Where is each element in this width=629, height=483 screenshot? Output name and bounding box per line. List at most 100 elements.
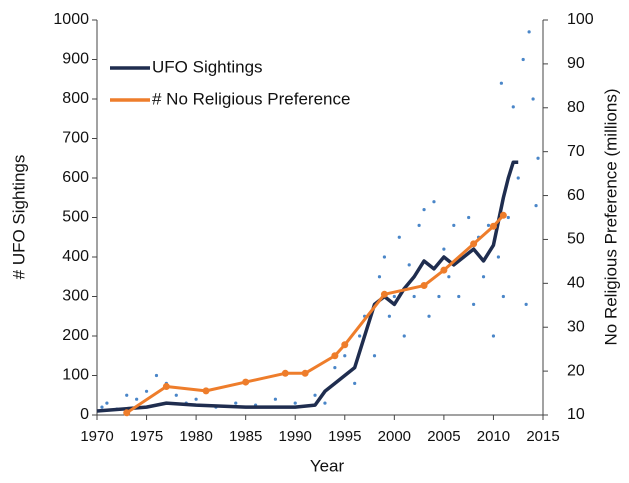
x-tick-label: 1975 (130, 428, 163, 445)
scatter-point (407, 263, 411, 267)
x-tick-label: 1985 (229, 428, 262, 445)
scatter-point (333, 366, 337, 370)
legend-label: UFO Sightings (152, 57, 263, 76)
y2-tick-label: 30 (567, 318, 585, 335)
x-tick-label: 2015 (526, 428, 559, 445)
y-tick-label: 900 (62, 51, 89, 68)
scatter-point (467, 215, 471, 220)
y-tick-label: 500 (62, 209, 89, 226)
scatter-point (392, 294, 396, 299)
line-marker (341, 341, 349, 349)
line-marker (331, 352, 339, 360)
scatter-point (486, 223, 491, 227)
line-marker (202, 387, 210, 395)
scatter-point (501, 294, 505, 299)
y2-axis-label: No Religious Preference (millions) (601, 89, 620, 346)
scatter-point (194, 397, 198, 401)
scatter-point (531, 97, 535, 101)
scatter-point (234, 401, 238, 405)
y2-tick-label: 20 (567, 362, 585, 379)
scatter-point (313, 393, 317, 397)
line-marker (123, 409, 131, 417)
scatter-point (506, 215, 510, 220)
x-axis-label: Year (310, 456, 345, 475)
line-marker (380, 290, 388, 298)
x-tick-label: 2010 (477, 428, 510, 445)
y2-tick-label: 50 (567, 231, 585, 248)
y2-tick-label: 70 (567, 143, 585, 160)
scatter-point (105, 401, 109, 405)
scatter-point (481, 275, 486, 279)
scatter-point (437, 294, 441, 299)
scatter-point (472, 302, 476, 306)
y-tick-label: 300 (62, 288, 89, 305)
y-tick-label: 0 (80, 406, 89, 423)
line-marker (281, 369, 289, 377)
scatter-point (353, 381, 357, 385)
scatter-point (144, 389, 149, 393)
legend-label: # No Religious Preference (152, 89, 350, 108)
y-tick-label: 700 (62, 130, 89, 147)
scatter-point (382, 255, 387, 259)
y2-tick-label: 80 (567, 99, 585, 116)
y2-tick-label: 100 (567, 11, 594, 28)
x-tick-label: 1980 (179, 428, 212, 445)
line-marker (420, 282, 428, 290)
scatter-point (125, 393, 129, 397)
scatter-point (527, 30, 531, 34)
x-tick-label: 1970 (80, 428, 113, 445)
y-tick-label: 1000 (53, 11, 89, 28)
scatter-point (343, 354, 347, 358)
y-tick-label: 600 (62, 169, 89, 186)
scatter-point (521, 57, 525, 62)
x-tick-label: 1990 (279, 428, 312, 445)
line-marker (301, 369, 309, 377)
scatter-point (402, 334, 406, 338)
scatter-point (174, 393, 178, 397)
scatter-point (358, 334, 362, 338)
line-marker (499, 211, 507, 219)
scatter-point (273, 397, 277, 401)
scatter-point (516, 176, 520, 180)
y2-tick-label: 60 (567, 187, 585, 204)
y-axis-label: # UFO Sightings (9, 155, 28, 280)
y-tick-label: 100 (62, 367, 89, 384)
scatter-point (293, 401, 297, 405)
scatter-point (499, 81, 503, 85)
scatter-point (427, 314, 431, 318)
y2-tick-label: 40 (567, 275, 585, 292)
scatter-point (511, 105, 515, 109)
scatter-point (154, 373, 159, 378)
scatter-point (372, 354, 377, 358)
scatter-point (397, 235, 401, 239)
scatter-point (377, 275, 382, 279)
scatter-point (534, 204, 538, 208)
scatter-point (100, 405, 104, 409)
y-tick-label: 400 (62, 248, 89, 265)
line-marker (440, 266, 448, 274)
y-tick-label: 800 (62, 90, 89, 107)
scatter-point (323, 401, 327, 405)
line (125, 214, 505, 415)
scatter-point (524, 302, 528, 306)
y2-tick-label: 10 (567, 406, 585, 423)
x-tick-label: 2005 (427, 428, 460, 445)
scatter-point (412, 294, 416, 299)
x-tick-label: 1995 (328, 428, 361, 445)
scatter-point (417, 223, 421, 227)
scatter-point (432, 200, 436, 204)
line (96, 160, 519, 413)
scatter-point (491, 334, 496, 338)
y2-tick-label: 90 (567, 55, 585, 72)
scatter-point (387, 314, 391, 318)
scatter-point (452, 223, 456, 227)
line-marker (489, 222, 497, 230)
x-tick-label: 2000 (378, 428, 411, 445)
scatter-point (496, 255, 500, 259)
line-marker (242, 378, 250, 386)
scatter-point (135, 397, 139, 401)
line-marker (162, 382, 170, 390)
scatter-point (447, 275, 451, 279)
scatter-point (536, 156, 540, 160)
